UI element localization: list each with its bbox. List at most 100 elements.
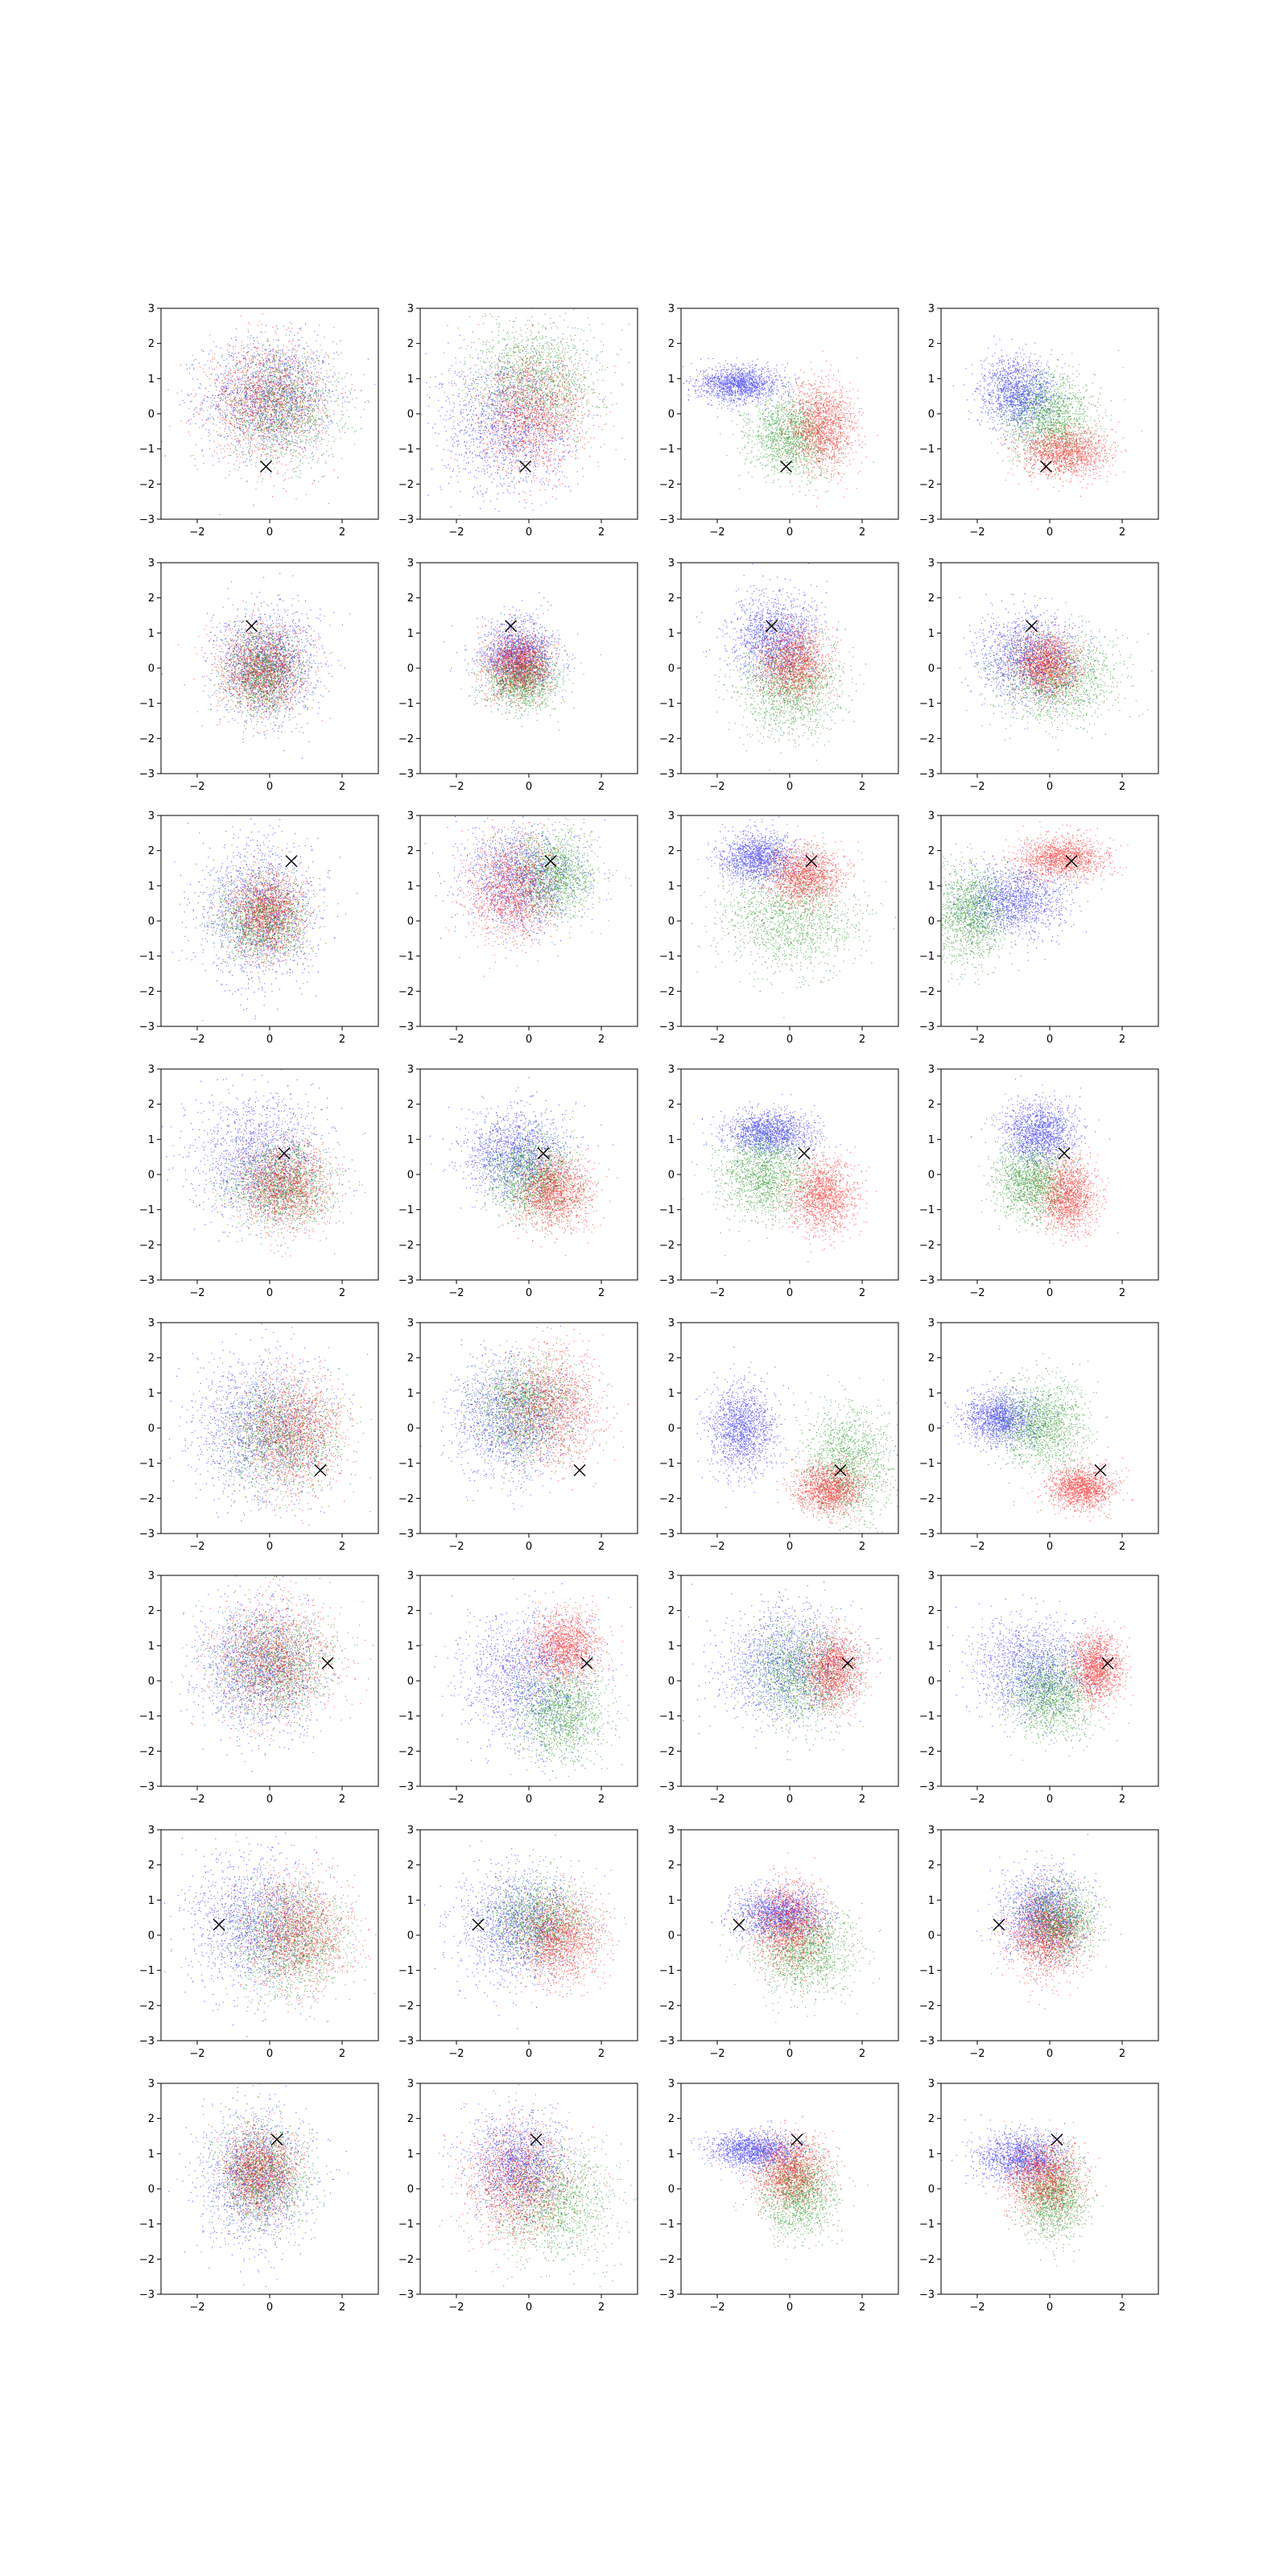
- y-tick-label: −2: [919, 733, 935, 745]
- y-tick-label: 2: [148, 2113, 155, 2125]
- y-tick-label: −3: [919, 514, 935, 526]
- x-tick-label: −2: [969, 1034, 985, 1046]
- y-tick-label: 3: [668, 1825, 675, 1837]
- y-tick-label: 0: [668, 409, 675, 421]
- series-blue: [691, 2120, 840, 2181]
- y-tick-label: 3: [407, 2079, 414, 2091]
- y-tick-label: 1: [407, 628, 414, 640]
- y-tick-label: −2: [398, 2254, 414, 2266]
- y-tick-label: 2: [928, 1605, 935, 1617]
- series-red: [1013, 1137, 1119, 1246]
- y-tick-label: −3: [659, 514, 675, 526]
- series-blue: [678, 1347, 806, 1508]
- x-tick-label: 2: [339, 2301, 345, 2314]
- y-tick-label: −2: [139, 1240, 155, 1252]
- series-red: [762, 351, 877, 507]
- x-tick-label: 0: [526, 781, 532, 793]
- y-tick-label: −2: [398, 479, 414, 491]
- series-green: [984, 350, 1142, 481]
- y-tick-label: 2: [407, 592, 414, 605]
- y-tick-label: 1: [668, 881, 675, 893]
- series-green: [170, 1349, 384, 1518]
- series-green-points: [170, 1349, 384, 1518]
- x-tick-label: −2: [189, 781, 204, 793]
- x-tick-label: −2: [448, 1794, 464, 1806]
- series-green: [691, 824, 896, 1018]
- y-tick-label: 3: [148, 1064, 155, 1076]
- y-tick-label: 2: [148, 1605, 155, 1617]
- y-tick-label: 0: [928, 663, 935, 675]
- series-blue: [677, 357, 800, 419]
- y-tick-label: −1: [398, 1965, 414, 1977]
- series-red: [213, 1852, 383, 2022]
- x-tick-label: 0: [526, 1541, 532, 1553]
- y-tick-label: 1: [668, 2149, 675, 2161]
- y-tick-label: 0: [148, 663, 155, 675]
- x-tick-label: −2: [709, 1287, 724, 1299]
- x-tick-label: −2: [189, 1287, 204, 1299]
- y-tick-label: −3: [398, 1022, 414, 1034]
- y-tick-label: 1: [148, 374, 155, 386]
- y-tick-label: −3: [139, 769, 155, 781]
- y-tick-label: −2: [659, 986, 675, 998]
- series-blue: [419, 1826, 620, 2029]
- series-green-points: [780, 1375, 931, 1563]
- y-tick-label: −2: [139, 1493, 155, 1505]
- series-blue-points: [953, 336, 1071, 457]
- y-tick-label: 3: [407, 1825, 414, 1837]
- series-green: [430, 272, 645, 471]
- series-red-points: [439, 2077, 609, 2268]
- x-tick-label: 0: [1046, 526, 1053, 539]
- y-tick-label: −1: [398, 1458, 414, 1470]
- series-blue: [430, 1077, 613, 1226]
- series-red: [712, 1852, 836, 1997]
- axes-frame: [681, 2083, 898, 2294]
- reference-x-marker: [574, 1464, 585, 1476]
- x-tick-label: 0: [786, 781, 793, 793]
- series-red-points: [178, 601, 332, 733]
- y-tick-label: 1: [148, 1895, 155, 1907]
- x-tick-label: 0: [1046, 781, 1053, 793]
- x-tick-label: 2: [859, 526, 865, 539]
- series-red: [997, 418, 1127, 497]
- x-tick-label: 2: [859, 1287, 865, 1299]
- y-tick-label: −1: [139, 2219, 155, 2231]
- series-red-points: [1051, 1612, 1133, 1729]
- series-green-points: [171, 1575, 371, 1762]
- series-blue-points: [925, 1373, 1057, 1456]
- x-tick-label: 0: [526, 526, 532, 539]
- reference-x-marker: [286, 856, 297, 867]
- y-tick-label: 0: [407, 1170, 414, 1182]
- series-blue-points: [691, 2120, 840, 2181]
- y-tick-label: 3: [407, 811, 414, 823]
- y-tick-label: 2: [407, 1860, 414, 1872]
- y-tick-label: −3: [398, 2289, 414, 2301]
- series-red-points: [712, 1852, 836, 1997]
- y-tick-label: −2: [659, 1493, 675, 1505]
- y-tick-label: 0: [407, 1423, 414, 1435]
- x-tick-label: −2: [969, 1541, 985, 1553]
- y-tick-label: 3: [148, 558, 155, 570]
- series-blue-points: [419, 1826, 620, 2029]
- x-tick-label: 2: [1119, 526, 1125, 539]
- y-tick-label: 3: [407, 1571, 414, 1583]
- y-tick-label: 1: [407, 2149, 414, 2161]
- x-tick-label: 2: [859, 781, 865, 793]
- series-green: [431, 1105, 617, 1241]
- y-tick-label: 1: [928, 1388, 935, 1400]
- y-tick-label: 1: [928, 881, 935, 893]
- y-tick-label: −1: [919, 1965, 935, 1977]
- y-tick-label: −2: [398, 1240, 414, 1252]
- y-tick-label: −1: [139, 951, 155, 963]
- series-blue: [953, 336, 1071, 457]
- series-blue-points: [702, 1094, 841, 1175]
- y-tick-label: 3: [668, 2079, 675, 2091]
- y-tick-label: −3: [398, 1529, 414, 1541]
- series-red-points: [199, 844, 325, 973]
- y-tick-label: −2: [919, 2254, 935, 2266]
